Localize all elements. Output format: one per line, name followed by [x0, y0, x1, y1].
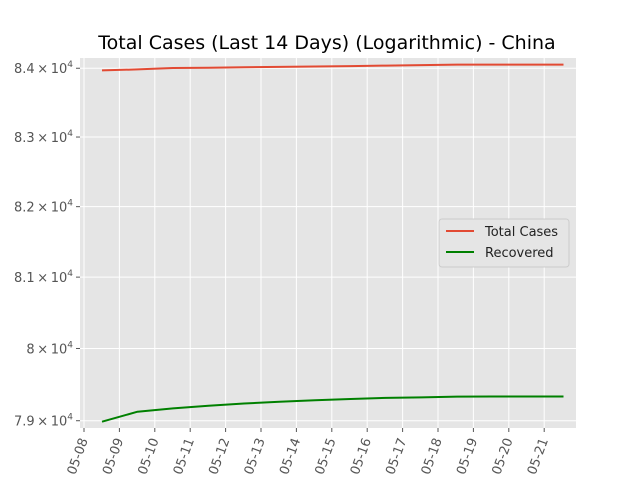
x-tick-label: 05-14 [277, 436, 304, 477]
x-axis: 05-08 05-09 05-10 05-11 05-12 05-13 05-14 05-15… [65, 428, 552, 477]
x-tick-label: 05-12 [206, 436, 233, 477]
x-tick-label: 05-09 [100, 436, 127, 477]
chart-title: Total Cases (Last 14 Days) (Logarithmic)… [97, 32, 555, 54]
x-tick-label: 05-16 [348, 436, 375, 477]
x-tick-label: 05-21 [525, 436, 552, 477]
legend-label-total-cases: Total Cases [484, 225, 558, 240]
x-tick-label: 05-20 [490, 436, 517, 477]
x-tick-label: 05-11 [171, 436, 198, 477]
y-axis: 7.9 × 104 8 × 104 8.1 × 104 8.2 × 104 8.3 × … [14, 60, 80, 430]
x-tick-label: 05-10 [136, 436, 163, 477]
x-tick-label: 05-13 [242, 436, 269, 477]
legend-label-recovered: Recovered [485, 246, 554, 261]
x-tick-label: 05-17 [383, 436, 410, 477]
y-tick-label: 8 × 104 [26, 340, 73, 357]
grid-lines [80, 58, 576, 428]
y-tick-label: 8.1 × 104 [14, 269, 73, 286]
legend: Total Cases Recovered [438, 218, 570, 268]
x-tick-label: 05-15 [313, 436, 340, 477]
y-tick-label: 8.4 × 104 [14, 60, 73, 77]
series-line-recovered [101, 395, 564, 423]
y-tick-label: 7.9 × 104 [14, 413, 73, 430]
y-tick-label: 8.3 × 104 [14, 129, 73, 146]
x-tick-label: 05-18 [419, 436, 446, 477]
series-layer [101, 63, 564, 423]
x-tick-label: 05-08 [65, 436, 92, 477]
x-tick-label: 05-19 [454, 436, 481, 477]
y-tick-label: 8.2 × 104 [14, 199, 73, 216]
series-line-total-cases [101, 63, 564, 72]
